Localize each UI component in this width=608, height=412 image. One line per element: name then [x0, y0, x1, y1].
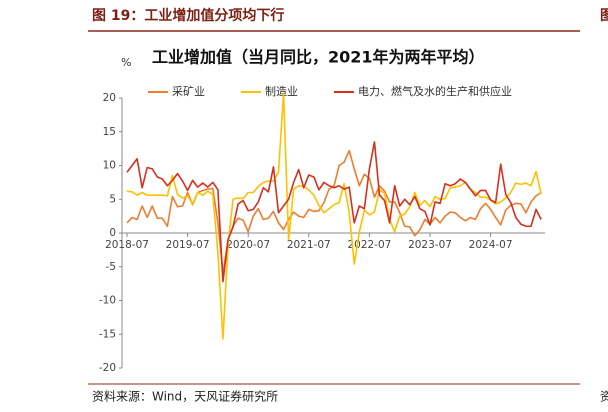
y-tick-label: -15: [99, 328, 116, 340]
y-tick-label: -5: [106, 261, 116, 273]
x-tick-label: 2021-07: [287, 239, 331, 251]
side-title: 图: [600, 8, 608, 24]
source: 资料来源：Wind，天风证券研究所: [92, 389, 278, 404]
series-line: [126, 92, 542, 340]
legend-label: 采矿业: [172, 85, 205, 98]
legend-label: 电力、燃气及水的生产和供应业: [358, 84, 512, 98]
header-title: 图 19：工业增加值分项均下行: [92, 7, 284, 24]
x-tick-label: 2018-07: [105, 239, 149, 251]
y-tick-label: 20: [103, 92, 116, 104]
y-tick-label: -10: [99, 295, 116, 307]
x-tick-label: 2020-07: [226, 239, 270, 251]
x-tick-label: 2023-07: [408, 239, 452, 251]
legend-label: 制造业: [265, 84, 298, 98]
y-tick-label: 10: [103, 160, 116, 172]
series-line: [126, 149, 542, 275]
y-unit: %: [121, 56, 131, 69]
x-tick-label: 2024-07: [469, 239, 513, 251]
side-source: 资: [600, 390, 608, 404]
x-tick-label: 2019-07: [166, 239, 210, 251]
x-tick-label: 2022-07: [347, 239, 391, 251]
y-tick-label: 15: [103, 126, 116, 138]
y-tick-label: -20: [99, 362, 116, 374]
y-tick-label: 0: [109, 227, 116, 239]
y-tick-label: 5: [109, 193, 116, 205]
chart-title: 工业增加值（当月同比，2021年为两年平均）: [152, 48, 485, 67]
series-line: [126, 141, 542, 283]
